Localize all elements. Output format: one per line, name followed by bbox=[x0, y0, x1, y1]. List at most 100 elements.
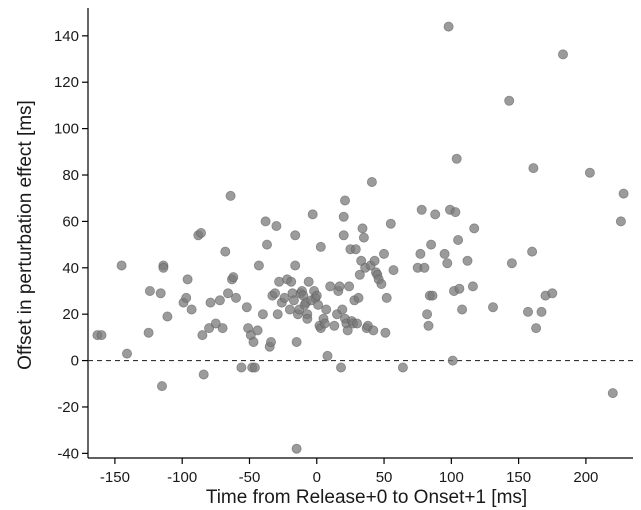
data-point bbox=[419, 262, 430, 273]
data-point bbox=[279, 292, 290, 303]
data-point bbox=[182, 274, 193, 285]
y-tick-label: 80 bbox=[62, 167, 79, 184]
data-point bbox=[313, 299, 324, 310]
data-point bbox=[506, 258, 517, 269]
data-point bbox=[302, 313, 313, 324]
data-point bbox=[334, 281, 345, 292]
data-point bbox=[290, 230, 301, 241]
data-point bbox=[96, 330, 107, 341]
data-point bbox=[584, 167, 595, 178]
data-point bbox=[354, 269, 365, 280]
data-point bbox=[286, 276, 297, 287]
data-point bbox=[210, 318, 221, 329]
data-point bbox=[342, 325, 353, 336]
y-tick-label: -20 bbox=[57, 399, 79, 416]
y-tick-label: 20 bbox=[62, 306, 79, 323]
data-point bbox=[344, 281, 355, 292]
data-point bbox=[325, 281, 336, 292]
data-points bbox=[92, 21, 629, 454]
data-point bbox=[257, 309, 268, 320]
data-point bbox=[155, 288, 166, 299]
data-point bbox=[217, 323, 228, 334]
data-point bbox=[487, 302, 498, 313]
x-tick-label: 50 bbox=[376, 469, 393, 486]
data-point bbox=[291, 443, 302, 454]
data-point bbox=[350, 244, 361, 255]
data-point bbox=[329, 320, 340, 331]
data-point bbox=[358, 232, 369, 243]
data-point bbox=[225, 190, 236, 201]
data-point bbox=[156, 381, 167, 392]
data-point bbox=[357, 223, 368, 234]
x-tick-label: 100 bbox=[439, 469, 464, 486]
data-point bbox=[222, 288, 233, 299]
data-point bbox=[236, 362, 247, 373]
data-point bbox=[453, 234, 464, 245]
data-point bbox=[195, 227, 206, 238]
data-point bbox=[337, 304, 348, 315]
data-point bbox=[380, 327, 391, 338]
data-point bbox=[241, 302, 252, 313]
data-point bbox=[322, 350, 333, 361]
data-point bbox=[469, 223, 480, 234]
data-point bbox=[430, 209, 441, 220]
y-tick-label: 40 bbox=[62, 260, 79, 277]
data-point bbox=[422, 309, 433, 320]
data-point bbox=[426, 239, 437, 250]
data-point bbox=[272, 309, 283, 320]
y-axis-ticks: -40 -20 0 20 40 60 80 100 120 140 bbox=[54, 28, 88, 462]
data-point bbox=[284, 304, 295, 315]
data-point bbox=[353, 292, 364, 303]
data-point bbox=[271, 220, 282, 231]
data-point bbox=[442, 258, 453, 269]
data-point bbox=[439, 248, 450, 259]
y-tick-label: 100 bbox=[54, 121, 79, 138]
data-point bbox=[457, 304, 468, 315]
data-point bbox=[615, 216, 626, 227]
data-point bbox=[451, 153, 462, 164]
axes bbox=[87, 8, 633, 459]
data-point bbox=[415, 248, 426, 259]
data-point bbox=[290, 260, 301, 271]
data-point bbox=[447, 355, 458, 366]
data-point bbox=[397, 362, 408, 373]
data-point bbox=[369, 255, 380, 266]
data-point bbox=[338, 211, 349, 222]
data-point bbox=[462, 255, 473, 266]
x-axis-title: Time from Release+0 to Onset+1 [ms] bbox=[206, 487, 527, 508]
data-point bbox=[352, 318, 363, 329]
data-point bbox=[252, 325, 263, 336]
data-point bbox=[368, 325, 379, 336]
data-point bbox=[198, 369, 209, 380]
data-point bbox=[416, 204, 427, 215]
x-tick-label: 0 bbox=[313, 469, 321, 486]
data-point bbox=[427, 290, 438, 301]
data-point bbox=[311, 290, 322, 301]
data-point bbox=[143, 327, 154, 338]
data-point bbox=[378, 248, 389, 259]
data-point bbox=[528, 163, 539, 174]
data-point bbox=[230, 292, 241, 303]
y-tick-label: 0 bbox=[71, 353, 79, 370]
data-point bbox=[547, 288, 558, 299]
data-point bbox=[338, 230, 349, 241]
data-point bbox=[269, 288, 280, 299]
data-point bbox=[303, 276, 314, 287]
data-point bbox=[261, 239, 272, 250]
data-point bbox=[158, 262, 169, 273]
data-point bbox=[319, 318, 330, 329]
data-point bbox=[527, 246, 538, 257]
data-point bbox=[443, 21, 454, 32]
data-point bbox=[335, 362, 346, 373]
data-point bbox=[205, 297, 216, 308]
data-point bbox=[366, 176, 377, 187]
data-point bbox=[467, 281, 478, 292]
data-point bbox=[607, 388, 618, 399]
data-point bbox=[249, 362, 260, 373]
data-point bbox=[504, 95, 515, 106]
data-point bbox=[220, 246, 231, 257]
data-point bbox=[186, 304, 197, 315]
y-tick-label: -40 bbox=[57, 445, 79, 462]
x-tick-label: 150 bbox=[506, 469, 531, 486]
